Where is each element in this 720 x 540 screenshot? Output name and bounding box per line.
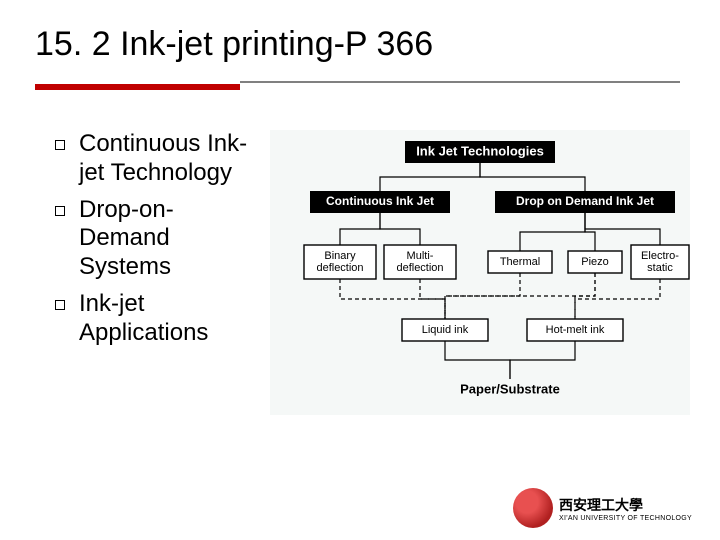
- bullet-text: Ink-jet Applications: [79, 290, 260, 348]
- svg-text:Piezo: Piezo: [581, 256, 609, 268]
- bullet-marker-icon: [55, 300, 65, 310]
- svg-text:static: static: [647, 262, 673, 274]
- slide-title: 15. 2 Ink-jet printing-P 366: [35, 25, 433, 64]
- svg-text:Hot-melt ink: Hot-melt ink: [546, 324, 605, 336]
- svg-text:Drop on Demand Ink Jet: Drop on Demand Ink Jet: [516, 194, 654, 208]
- logo-icon: [513, 488, 553, 528]
- svg-text:Paper/Substrate: Paper/Substrate: [460, 381, 560, 396]
- svg-text:Binary: Binary: [324, 250, 356, 262]
- list-item: Drop-on- Demand Systems: [55, 196, 260, 282]
- logo-text-cn: 西安理工大學: [559, 495, 692, 515]
- slide: 15. 2 Ink-jet printing-P 366 Continuous …: [0, 0, 720, 540]
- logo-text-en: XI'AN UNIVERSITY OF TECHNOLOGY: [559, 515, 692, 522]
- bullet-marker-icon: [55, 140, 65, 150]
- svg-text:Ink Jet Technologies: Ink Jet Technologies: [416, 143, 544, 158]
- bullet-text: Continuous Ink-jet Technology: [79, 130, 260, 188]
- svg-text:Liquid ink: Liquid ink: [422, 324, 469, 336]
- list-item: Ink-jet Applications: [55, 290, 260, 348]
- list-item: Continuous Ink-jet Technology: [55, 130, 260, 188]
- bullet-list: Continuous Ink-jet Technology Drop-on- D…: [55, 130, 260, 356]
- university-logo: 西安理工大學 XI'AN UNIVERSITY OF TECHNOLOGY: [513, 488, 692, 528]
- bullet-marker-icon: [55, 206, 65, 216]
- title-underline: [35, 77, 680, 95]
- svg-text:deflection: deflection: [316, 262, 363, 274]
- svg-text:Continuous Ink Jet: Continuous Ink Jet: [326, 194, 434, 208]
- svg-text:deflection: deflection: [396, 262, 443, 274]
- svg-text:Thermal: Thermal: [500, 256, 540, 268]
- inkjet-tree-diagram: Ink Jet Technologies Continuous Ink Jet Dr…: [270, 130, 690, 415]
- bullet-text: Drop-on- Demand Systems: [79, 196, 260, 282]
- svg-text:Multi-: Multi-: [407, 250, 434, 262]
- svg-text:Electro-: Electro-: [641, 250, 679, 262]
